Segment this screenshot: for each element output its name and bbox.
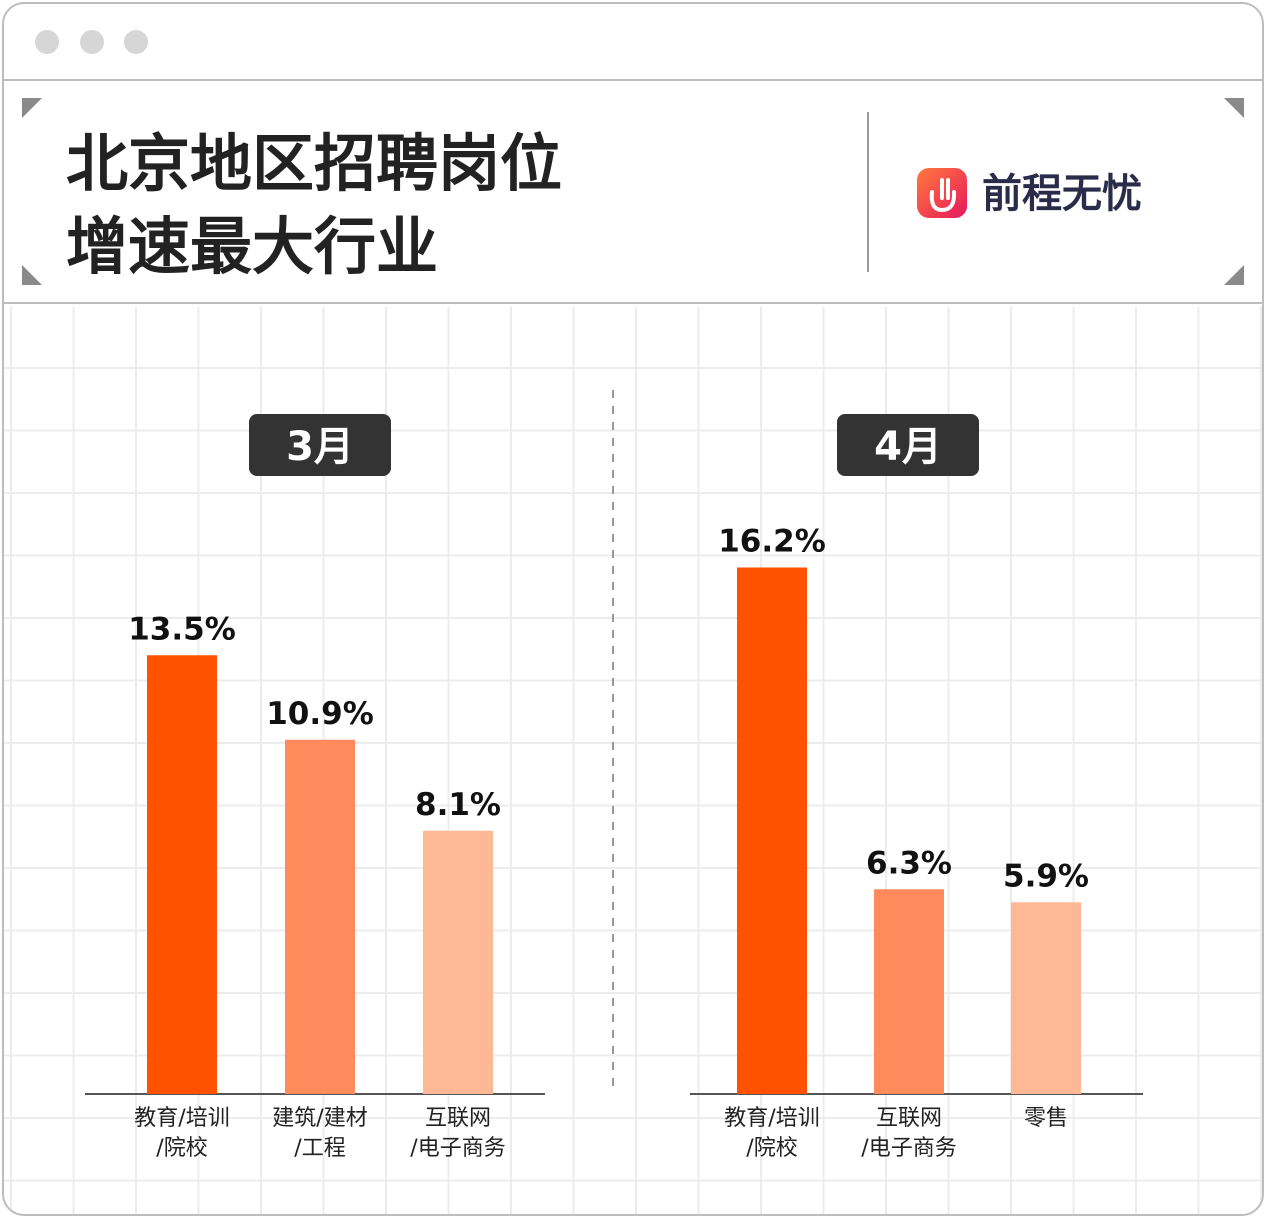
bar bbox=[874, 889, 944, 1094]
x-tick-label: 互联网 /电子商务 bbox=[410, 1106, 506, 1161]
value-label: 10.9% bbox=[266, 696, 374, 732]
window-dot bbox=[124, 30, 148, 54]
bar bbox=[285, 739, 355, 1094]
x-tick-label: 互联网 /电子商务 bbox=[861, 1106, 957, 1161]
chart-title: 4月 bbox=[874, 424, 942, 470]
brand-name: 前程无忧 bbox=[982, 171, 1142, 217]
x-tick-label: 教育/培训 /院校 bbox=[724, 1106, 820, 1161]
window-dot bbox=[80, 30, 104, 54]
window-dot bbox=[35, 30, 59, 54]
bar bbox=[423, 830, 493, 1094]
chart-title: 3月 bbox=[286, 424, 354, 470]
value-label: 16.2% bbox=[718, 524, 826, 560]
corner-mark bbox=[22, 265, 42, 285]
corner-mark bbox=[1224, 265, 1244, 285]
bar bbox=[1011, 902, 1081, 1094]
brand-icon-glyph bbox=[929, 178, 957, 213]
corner-mark bbox=[1224, 98, 1244, 118]
title-line: 北京地区招聘岗位 bbox=[66, 127, 562, 200]
title-badge bbox=[837, 414, 979, 476]
value-label: 5.9% bbox=[1003, 858, 1089, 894]
x-tick-label: 教育/培训 /院校 bbox=[134, 1106, 230, 1161]
bar bbox=[147, 655, 217, 1094]
value-label: 8.1% bbox=[415, 787, 501, 823]
x-tick-label: 建筑/建材 /工程 bbox=[272, 1106, 368, 1161]
title-line: 增速最大行业 bbox=[66, 210, 438, 283]
value-label: 6.3% bbox=[866, 845, 952, 881]
x-tick-label: 零售 bbox=[1023, 1106, 1068, 1131]
value-label: 13.5% bbox=[128, 611, 236, 647]
corner-mark bbox=[22, 98, 42, 118]
bar bbox=[737, 567, 807, 1094]
title-badge bbox=[249, 414, 391, 476]
